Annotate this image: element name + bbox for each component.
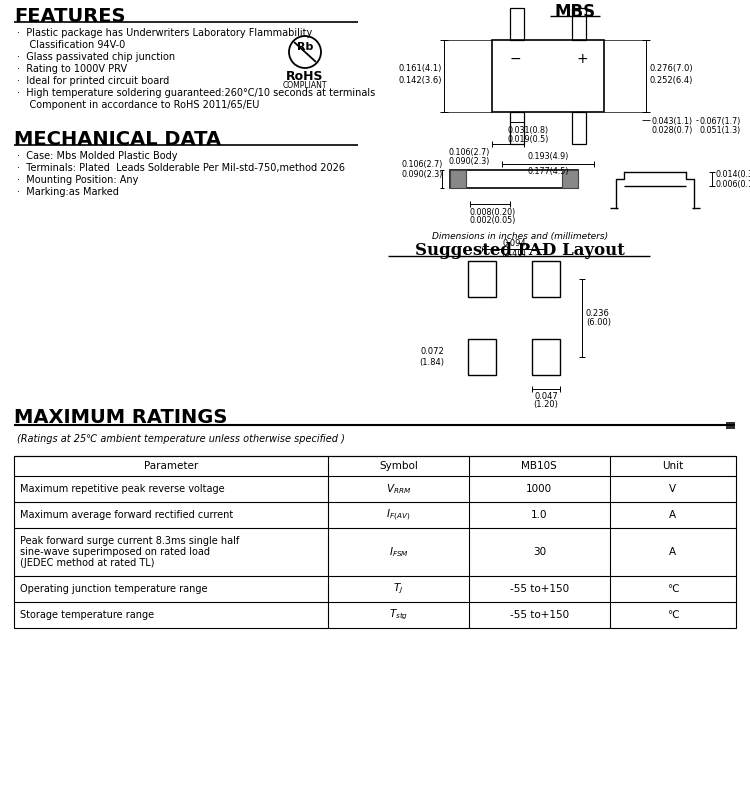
- Text: (JEDEC method at rated TL): (JEDEC method at rated TL): [20, 558, 154, 568]
- Text: 0.252(6.4): 0.252(6.4): [650, 77, 693, 86]
- Text: Maximum repetitive peak reverse voltage: Maximum repetitive peak reverse voltage: [20, 484, 225, 494]
- Bar: [450, 170, 466, 188]
- Text: -55 to+150: -55 to+150: [510, 584, 568, 594]
- Text: Storage temperature range: Storage temperature range: [20, 610, 154, 620]
- Text: RoHS: RoHS: [286, 70, 324, 83]
- Bar: [562, 170, 578, 188]
- Text: 0.043(1.1): 0.043(1.1): [652, 117, 693, 126]
- Text: 0.142(3.6): 0.142(3.6): [398, 77, 442, 86]
- Text: 1000: 1000: [526, 484, 552, 494]
- Bar: [572, 112, 586, 144]
- Text: −: −: [510, 52, 522, 66]
- Text: COMPLIANT: COMPLIANT: [283, 81, 327, 90]
- Bar: [726, 422, 735, 429]
- Bar: [532, 339, 560, 375]
- Text: ·  Mounting Position: Any: · Mounting Position: Any: [17, 175, 138, 185]
- Text: ℃: ℃: [667, 610, 679, 620]
- Text: 1.0: 1.0: [531, 510, 548, 520]
- Text: 0.031(0.8): 0.031(0.8): [508, 126, 549, 135]
- Text: Maximum average forward rectified current: Maximum average forward rectified curren…: [20, 510, 233, 520]
- Text: 0.014(0.35): 0.014(0.35): [716, 170, 750, 178]
- Bar: [492, 40, 604, 112]
- Bar: [572, 8, 586, 40]
- Text: ·  Glass passivated chip junction: · Glass passivated chip junction: [17, 52, 175, 62]
- Text: 0.002(0.05): 0.002(0.05): [470, 216, 516, 225]
- Text: Operating junction temperature range: Operating junction temperature range: [20, 584, 208, 594]
- Text: 0.090(2.3): 0.090(2.3): [402, 170, 443, 179]
- Text: 0.236: 0.236: [586, 309, 610, 318]
- Bar: [510, 112, 524, 144]
- Text: MBS: MBS: [554, 3, 596, 21]
- Text: Component in accordance to RoHS 2011/65/EU: Component in accordance to RoHS 2011/65/…: [17, 100, 260, 110]
- Text: 0.193(4.9): 0.193(4.9): [527, 152, 568, 161]
- Text: Peak forward surge current 8.3ms single half: Peak forward surge current 8.3ms single …: [20, 536, 239, 546]
- Text: (1.20): (1.20): [533, 400, 559, 409]
- Text: 0.008(0.20): 0.008(0.20): [470, 208, 516, 217]
- Text: ·  Rating to 1000V PRV: · Rating to 1000V PRV: [17, 64, 127, 74]
- Text: 0.028(0.7): 0.028(0.7): [652, 126, 693, 135]
- Text: 0.047: 0.047: [534, 392, 558, 401]
- Bar: [14, 456, 736, 628]
- Text: 0.161(4.1): 0.161(4.1): [399, 65, 442, 74]
- Text: +: +: [576, 52, 588, 66]
- Text: ·  High temperature soldering guaranteed:260°C/10 seconds at terminals: · High temperature soldering guaranteed:…: [17, 88, 375, 98]
- Text: $I_{FSM}$: $I_{FSM}$: [388, 545, 409, 559]
- Text: Symbol: Symbol: [379, 461, 418, 471]
- Text: ·  Ideal for printed circuit board: · Ideal for printed circuit board: [17, 76, 170, 86]
- Text: ·  Terminals: Plated  Leads Solderable Per Mil-std-750,method 2026: · Terminals: Plated Leads Solderable Per…: [17, 163, 345, 173]
- Text: Rb: Rb: [297, 42, 314, 52]
- Text: 0.276(7.0): 0.276(7.0): [650, 65, 694, 74]
- Text: A: A: [669, 510, 676, 520]
- Text: 0.006(0.15): 0.006(0.15): [716, 179, 750, 189]
- Text: MAXIMUM RATINGS: MAXIMUM RATINGS: [14, 408, 227, 427]
- Text: sine-wave superimposed on rated load: sine-wave superimposed on rated load: [20, 547, 210, 557]
- Text: Unit: Unit: [662, 461, 683, 471]
- Bar: [510, 8, 524, 40]
- Text: ·  Case: Mbs Molded Plastic Body: · Case: Mbs Molded Plastic Body: [17, 151, 178, 161]
- Bar: [450, 170, 578, 188]
- Text: 0.106(2.7): 0.106(2.7): [448, 148, 490, 157]
- Text: FEATURES: FEATURES: [14, 7, 125, 26]
- Text: 30: 30: [532, 547, 546, 557]
- Bar: [468, 261, 496, 297]
- Text: Dimensions in inches and (millimeters): Dimensions in inches and (millimeters): [432, 232, 608, 241]
- Text: Suggested PAD Layout: Suggested PAD Layout: [415, 242, 625, 259]
- Text: MB10S: MB10S: [521, 461, 557, 471]
- Text: 0.090(2.3): 0.090(2.3): [448, 157, 490, 166]
- Text: (2.40): (2.40): [502, 249, 526, 258]
- Text: ℃: ℃: [667, 584, 679, 594]
- Text: $V_{RRM}$: $V_{RRM}$: [386, 482, 411, 496]
- Text: ·  Marking:as Marked: · Marking:as Marked: [17, 187, 118, 197]
- Text: $T_{stg}$: $T_{stg}$: [388, 608, 408, 622]
- Text: 0.177(4.5): 0.177(4.5): [527, 167, 568, 176]
- Text: MECHANICAL DATA: MECHANICAL DATA: [14, 130, 221, 149]
- Text: -55 to+150: -55 to+150: [510, 610, 568, 620]
- Text: ·  Plastic package has Underwriters Laboratory Flammability: · Plastic package has Underwriters Labor…: [17, 28, 312, 38]
- Text: V: V: [669, 484, 676, 494]
- Text: 0.072: 0.072: [420, 347, 444, 357]
- Text: 0.051(1.3): 0.051(1.3): [700, 126, 741, 135]
- Text: (1.84): (1.84): [419, 358, 444, 366]
- Text: Parameter: Parameter: [144, 461, 198, 471]
- Text: 0.106(2.7): 0.106(2.7): [402, 160, 443, 169]
- Text: A: A: [669, 547, 676, 557]
- Bar: [532, 261, 560, 297]
- Text: 0.019(0.5): 0.019(0.5): [508, 135, 549, 144]
- Text: 0.094: 0.094: [503, 239, 526, 248]
- Text: $T_J$: $T_J$: [393, 582, 404, 596]
- Text: $I_{F(AV)}$: $I_{F(AV)}$: [386, 507, 410, 522]
- Bar: [468, 339, 496, 375]
- Text: (Ratings at 25℃ ambient temperature unless otherwise specified ): (Ratings at 25℃ ambient temperature unle…: [17, 434, 345, 444]
- Text: Classification 94V-0: Classification 94V-0: [17, 40, 125, 50]
- Text: 0.067(1.7): 0.067(1.7): [700, 117, 741, 126]
- Text: (6.00): (6.00): [586, 318, 611, 327]
